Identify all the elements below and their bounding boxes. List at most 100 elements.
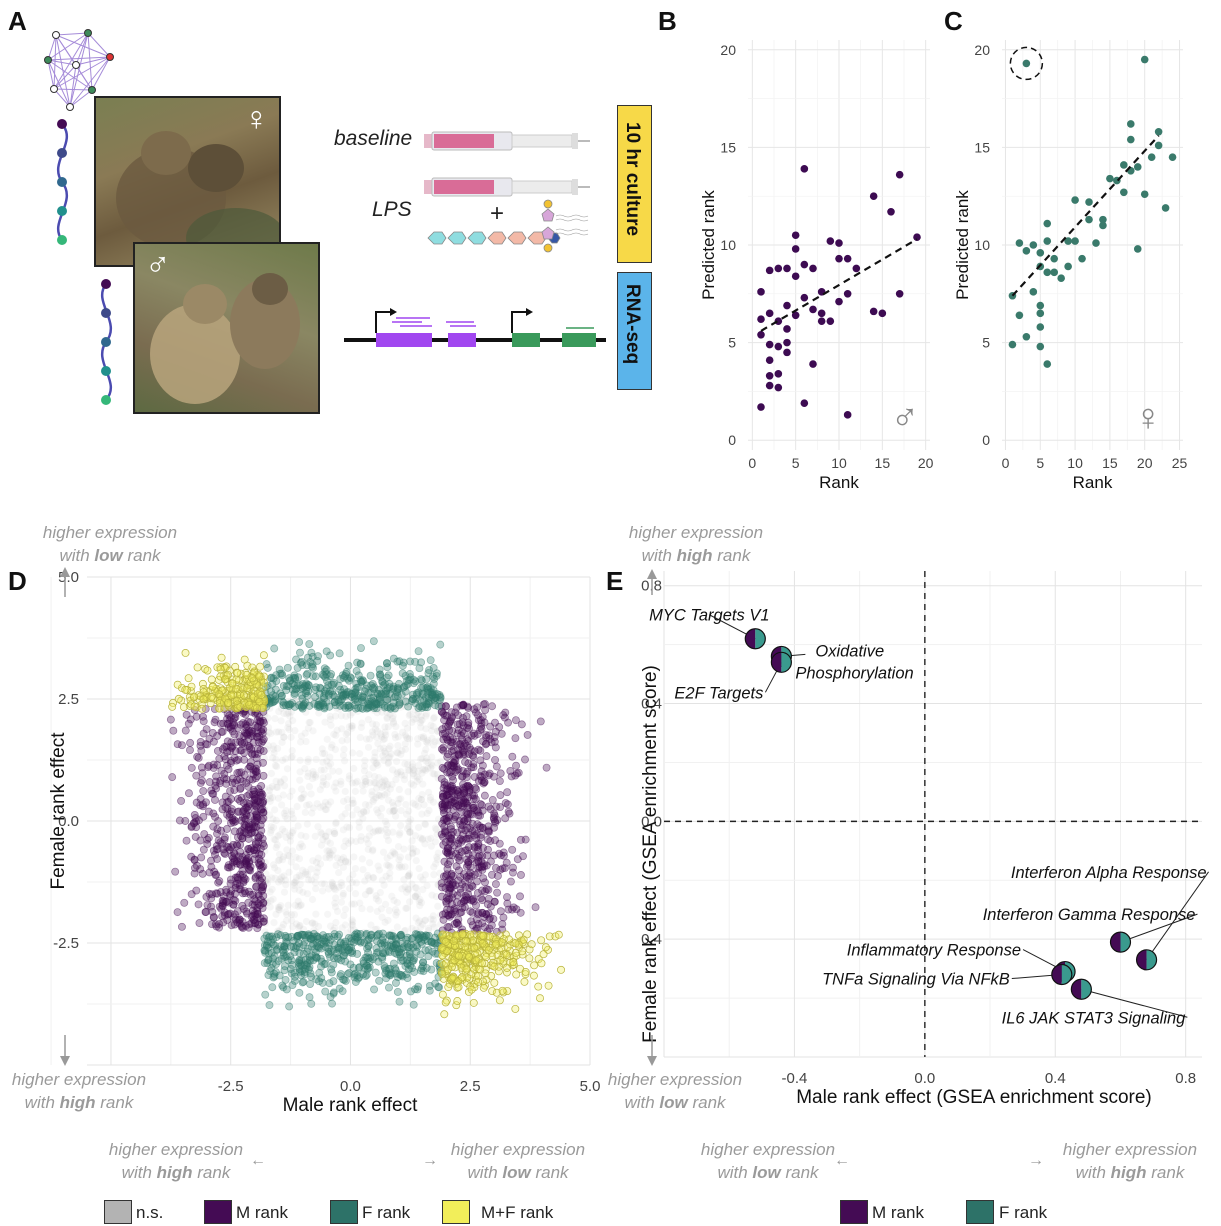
mf-point bbox=[530, 972, 537, 979]
mf-point bbox=[465, 953, 472, 960]
ns-point bbox=[361, 762, 368, 769]
ns-point bbox=[338, 879, 345, 886]
f-point bbox=[285, 957, 292, 964]
f-point bbox=[327, 673, 334, 680]
f-point bbox=[357, 644, 364, 651]
data-point bbox=[1050, 269, 1058, 277]
f-point bbox=[330, 946, 337, 953]
down-arrow-head-icon bbox=[60, 1056, 70, 1066]
f-point bbox=[376, 977, 383, 984]
e-left-note: higher expression with low rank bbox=[688, 1138, 848, 1184]
f-point bbox=[293, 942, 300, 949]
data-point bbox=[1141, 56, 1149, 64]
f-point bbox=[403, 682, 410, 689]
data-point bbox=[1120, 161, 1128, 169]
m-point bbox=[475, 746, 482, 753]
data-point bbox=[809, 360, 817, 368]
m-point bbox=[234, 834, 241, 841]
m-point bbox=[442, 829, 449, 836]
m-point bbox=[503, 859, 510, 866]
m-point bbox=[446, 923, 453, 930]
f-point bbox=[307, 935, 314, 942]
data-point bbox=[1169, 153, 1177, 161]
ns-point bbox=[273, 844, 280, 851]
ns-point bbox=[346, 772, 353, 779]
ns-point bbox=[352, 890, 359, 897]
data-point bbox=[1016, 239, 1024, 247]
x-tick-label: 25 bbox=[1172, 455, 1188, 471]
baseline-syringe-icon bbox=[422, 126, 592, 156]
lps-molecule-icon bbox=[424, 198, 594, 260]
m-point bbox=[196, 919, 203, 926]
ns-point bbox=[356, 750, 363, 757]
ns-point bbox=[307, 719, 314, 726]
m-point bbox=[218, 728, 225, 735]
f-point bbox=[381, 681, 388, 688]
chart-b: 0 5 10 15 2005101520RankPredicted rank♂ bbox=[690, 20, 940, 520]
m-point bbox=[441, 717, 448, 724]
ns-point bbox=[394, 923, 401, 930]
m-point bbox=[504, 789, 511, 796]
x-tick-label: 20 bbox=[1137, 455, 1153, 471]
ns-point bbox=[400, 845, 407, 852]
ns-point bbox=[377, 813, 384, 820]
data-point bbox=[1071, 196, 1079, 204]
m-point bbox=[455, 766, 462, 773]
ns-point bbox=[392, 911, 399, 918]
f-point bbox=[303, 662, 310, 669]
m-point bbox=[202, 908, 209, 915]
ns-point bbox=[357, 810, 364, 817]
m-point bbox=[516, 893, 523, 900]
ns-point bbox=[428, 892, 435, 899]
gene-set-label: Oxidative bbox=[815, 642, 884, 660]
f-point bbox=[394, 693, 401, 700]
m-point bbox=[243, 856, 250, 863]
mf-point bbox=[441, 1011, 448, 1018]
ns-point bbox=[406, 870, 413, 877]
ns-point bbox=[352, 788, 359, 795]
ns-point bbox=[340, 912, 347, 919]
f-point bbox=[283, 986, 290, 993]
mf-point bbox=[470, 999, 477, 1006]
ns-point bbox=[318, 830, 325, 837]
m-point bbox=[192, 815, 199, 822]
m-point bbox=[206, 890, 213, 897]
ns-point bbox=[296, 844, 303, 851]
chart-c: 0 5 10 15 20 2505101520RankPredicted rank♀ bbox=[945, 20, 1195, 520]
ns-point bbox=[405, 788, 412, 795]
f-point bbox=[347, 961, 354, 968]
m-point bbox=[457, 873, 464, 880]
ns-point bbox=[332, 732, 339, 739]
y-tick-label: 0 bbox=[728, 432, 736, 448]
m-point bbox=[208, 921, 215, 928]
panel-letter-b: B bbox=[658, 6, 677, 37]
f-point bbox=[402, 698, 409, 705]
female-symbol-icon: ♀ bbox=[244, 100, 270, 139]
m-point bbox=[227, 795, 234, 802]
m-point bbox=[453, 704, 460, 711]
mf-point bbox=[542, 944, 549, 951]
m-point bbox=[256, 832, 263, 839]
f-point bbox=[272, 961, 279, 968]
ns-point bbox=[423, 710, 430, 717]
ns-point bbox=[358, 724, 365, 731]
f-point bbox=[271, 942, 278, 949]
data-point bbox=[783, 325, 791, 333]
ns-point bbox=[432, 824, 439, 831]
ns-point bbox=[366, 859, 373, 866]
data-point bbox=[844, 290, 852, 298]
mf-point bbox=[492, 940, 499, 947]
ns-point bbox=[307, 865, 314, 872]
d-right-arrow-icon: → bbox=[422, 1152, 438, 1170]
m-point bbox=[255, 900, 262, 907]
ns-point bbox=[412, 884, 419, 891]
sex-symbol-icon: ♀ bbox=[1134, 397, 1163, 439]
f-point bbox=[411, 968, 418, 975]
legend-e-label-f: F rank bbox=[999, 1203, 1047, 1223]
ns-point bbox=[398, 863, 405, 870]
x-tick-label: 15 bbox=[1102, 455, 1118, 471]
m-point bbox=[449, 736, 456, 743]
data-point bbox=[783, 349, 791, 357]
ns-point bbox=[296, 777, 303, 784]
f-point bbox=[372, 969, 379, 976]
